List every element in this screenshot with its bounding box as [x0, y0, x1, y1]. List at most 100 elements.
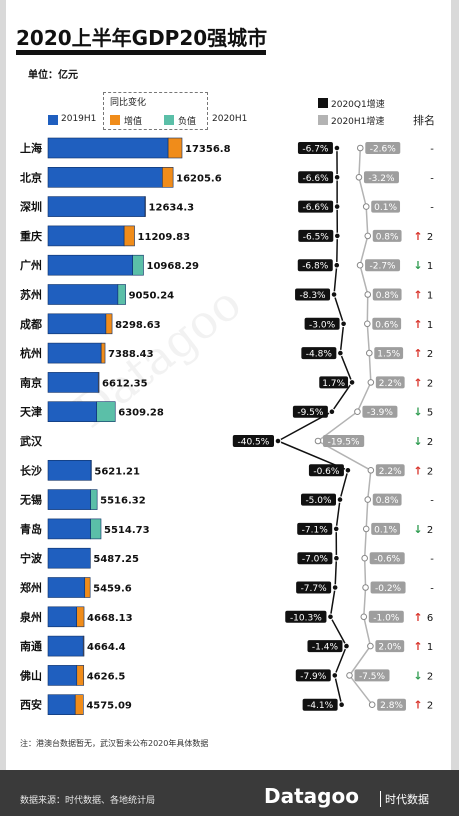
bar-2019 — [47, 284, 119, 305]
q1-point — [338, 701, 345, 709]
q1-point — [333, 144, 341, 152]
q1-growth-label: -7.9% — [300, 672, 327, 682]
rank-change: - — [430, 554, 434, 565]
q1-growth-label: -7.7% — [301, 584, 328, 594]
legend-q1-label: 2020Q1增速 — [331, 100, 385, 110]
bar-2019 — [47, 225, 125, 247]
q1-label-bg — [295, 288, 331, 301]
bar-increase — [144, 196, 146, 217]
q1-point — [343, 642, 350, 650]
city-label: 武汉 — [20, 434, 43, 448]
h1-label-bg — [365, 142, 401, 154]
rank-change: - — [430, 496, 434, 507]
h1-point — [364, 320, 371, 328]
arrow-up-icon: ↑ — [413, 464, 422, 477]
q1-label-bg — [302, 698, 338, 711]
q1-label-bg — [298, 200, 334, 213]
bar-increase — [97, 372, 100, 393]
bar-decrease — [90, 489, 98, 510]
bar-2019 — [47, 342, 102, 364]
footer-bar — [0, 770, 459, 816]
h1-growth-label: 2.2% — [379, 379, 402, 389]
rank-change: 1 — [427, 320, 433, 331]
bar-decrease — [117, 284, 126, 305]
bar-decrease — [132, 254, 144, 276]
h1-label-bg — [375, 376, 405, 389]
bar-decrease — [96, 401, 116, 423]
brand-logo-text: Datagoo — [264, 784, 359, 808]
bar-increase — [76, 665, 85, 686]
h1-label-bg — [372, 493, 402, 506]
rank-change: 2 — [427, 671, 433, 682]
rank-change: 2 — [427, 437, 433, 448]
h1-growth-label: -0.6% — [374, 555, 401, 565]
city-label: 长沙 — [20, 463, 42, 477]
h1-point — [314, 437, 322, 445]
arrow-up-icon: ↑ — [413, 699, 422, 712]
q1-growth-label: -6.6% — [303, 174, 330, 184]
value-label: 5487.25 — [93, 554, 139, 565]
value-label: 10968.29 — [146, 261, 199, 272]
rank-change: 2 — [427, 378, 433, 389]
value-label: 8298.63 — [115, 320, 161, 331]
q1-point — [333, 554, 340, 562]
arrow-up-icon: ↑ — [413, 640, 422, 653]
h1-growth-label: 0.1% — [374, 525, 397, 535]
q1-growth-label: -6.7% — [302, 145, 329, 155]
q1-growth-label: -4.1% — [307, 701, 334, 711]
footnote: 注：港澳台数据暂无，武汉暂未公布2020年具体数据 — [20, 739, 209, 748]
h1-growth-label: -0.2% — [375, 584, 402, 594]
q1-growth-label: -3.0% — [309, 320, 336, 330]
h1-point — [361, 554, 368, 562]
q1-point — [344, 467, 352, 474]
rank-change: 6 — [427, 613, 433, 624]
q1-growth-label: -7.0% — [302, 555, 329, 565]
value-label: 4626.5 — [87, 671, 126, 682]
q1-point — [337, 349, 344, 357]
q1-point — [332, 525, 340, 533]
rank-change: 1 — [427, 261, 433, 272]
city-label: 重庆 — [20, 229, 42, 243]
arrow-down-icon: ↓ — [413, 406, 422, 419]
h1-label-bg — [365, 259, 401, 272]
city-label: 上海 — [20, 141, 42, 155]
q1-point — [333, 261, 341, 269]
q1-growth-label: -8.3% — [299, 291, 326, 301]
h1-label-bg — [362, 405, 398, 418]
q1-point — [274, 437, 282, 445]
bar-2019 — [47, 577, 86, 598]
rank-change: - — [430, 584, 434, 595]
q1-point — [328, 408, 336, 416]
city-label: 南通 — [20, 639, 42, 653]
data-source: 数据来源：时代数据、各地统计局 — [20, 796, 156, 806]
q1-point — [333, 174, 341, 181]
legend-increase-swatch — [110, 115, 120, 125]
h1-point — [356, 261, 364, 269]
h1-point — [367, 642, 374, 650]
q1-growth-label: -4.8% — [306, 350, 333, 360]
q1-point — [334, 232, 341, 240]
value-label: 9050.24 — [129, 291, 175, 302]
legend-group-label: 同比变化 — [110, 98, 147, 108]
h1-label-bg — [377, 698, 406, 711]
legend-rank-label: 排名 — [413, 114, 435, 127]
h1-growth-label: 0.8% — [376, 291, 399, 301]
q1-growth-label: -0.6% — [313, 467, 340, 477]
city-label: 西安 — [20, 698, 42, 712]
h1-label-bg — [363, 171, 399, 184]
h1-point — [355, 174, 363, 181]
bar-2019 — [47, 694, 76, 716]
bar-2019 — [47, 547, 91, 569]
q1-label-bg — [319, 376, 349, 389]
arrow-down-icon: ↓ — [413, 523, 422, 536]
h1-point — [362, 584, 369, 591]
q1-point — [327, 613, 334, 621]
legend-decrease-label: 负值 — [178, 117, 197, 127]
h1-label-bg — [375, 464, 405, 477]
bar-2019 — [47, 254, 133, 276]
q1-growth-label: -9.5% — [297, 408, 324, 418]
q1-point — [340, 320, 347, 328]
value-label: 11209.83 — [138, 232, 191, 243]
h1-label-bg — [374, 347, 404, 360]
